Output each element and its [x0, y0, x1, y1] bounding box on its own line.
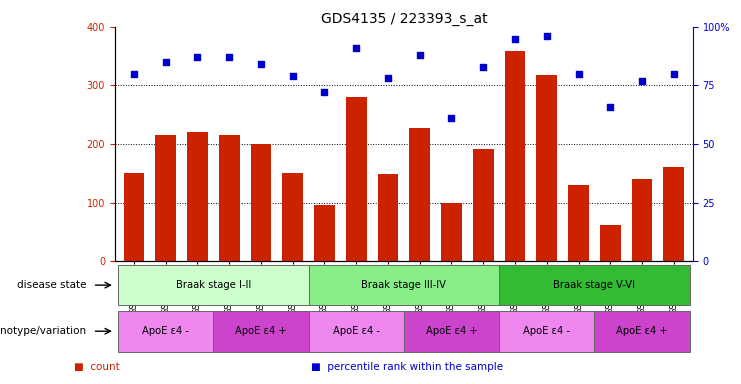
Text: ApoE ε4 +: ApoE ε4 +	[235, 326, 287, 336]
Bar	[473, 149, 494, 261]
Point	[319, 89, 330, 96]
Point	[413, 52, 425, 58]
Text: genotype/variation: genotype/variation	[0, 326, 86, 336]
Point	[350, 45, 362, 51]
Text: ApoE ε4 +: ApoE ε4 +	[617, 326, 668, 336]
Bar	[213, 311, 308, 351]
Point	[477, 64, 489, 70]
Bar	[124, 173, 144, 261]
Bar	[505, 51, 525, 261]
Text: ApoE ε4 -: ApoE ε4 -	[523, 326, 571, 336]
Point	[223, 54, 235, 60]
Point	[445, 115, 457, 121]
Bar	[282, 173, 303, 261]
Point	[160, 59, 172, 65]
Bar	[156, 135, 176, 261]
Point	[636, 78, 648, 84]
Bar	[187, 132, 207, 261]
Point	[255, 61, 267, 68]
Point	[541, 33, 553, 39]
Point	[287, 73, 299, 79]
Title: GDS4135 / 223393_s_at: GDS4135 / 223393_s_at	[321, 12, 487, 26]
Text: Braak stage I-II: Braak stage I-II	[176, 280, 251, 290]
Bar	[594, 311, 690, 351]
Bar	[250, 144, 271, 261]
Point	[668, 71, 679, 77]
Bar	[409, 127, 430, 261]
Bar	[346, 97, 367, 261]
Point	[382, 75, 394, 81]
Text: ApoE ε4 -: ApoE ε4 -	[333, 326, 379, 336]
Bar	[499, 265, 690, 305]
Bar	[118, 265, 308, 305]
Text: ApoE ε4 -: ApoE ε4 -	[142, 326, 189, 336]
Bar	[308, 265, 499, 305]
Bar	[219, 135, 239, 261]
Bar	[499, 311, 594, 351]
Text: Braak stage V-VI: Braak stage V-VI	[554, 280, 635, 290]
Point	[605, 103, 617, 109]
Bar	[631, 179, 652, 261]
Point	[509, 36, 521, 42]
Bar	[441, 203, 462, 261]
Bar	[568, 185, 589, 261]
Bar	[308, 311, 404, 351]
Bar	[600, 225, 620, 261]
Text: ■  count: ■ count	[74, 362, 120, 372]
Text: disease state: disease state	[17, 280, 86, 290]
Point	[128, 71, 140, 77]
Bar	[536, 75, 557, 261]
Bar	[404, 311, 499, 351]
Bar	[663, 167, 684, 261]
Text: Braak stage III-IV: Braak stage III-IV	[362, 280, 446, 290]
Bar	[118, 311, 213, 351]
Bar	[314, 205, 335, 261]
Bar	[378, 174, 399, 261]
Point	[191, 54, 203, 60]
Text: ■  percentile rank within the sample: ■ percentile rank within the sample	[311, 362, 503, 372]
Text: ApoE ε4 +: ApoE ε4 +	[425, 326, 477, 336]
Point	[573, 71, 585, 77]
